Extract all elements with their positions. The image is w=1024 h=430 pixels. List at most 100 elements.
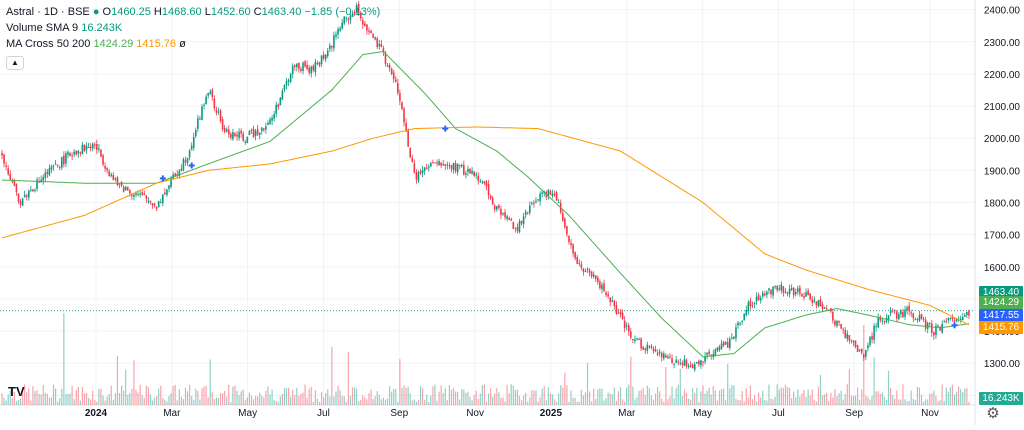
settings-gear-icon[interactable]: ⚙: [986, 405, 1000, 422]
volume-bar: [786, 386, 789, 405]
legend-volume-row[interactable]: Volume SMA 9 16.243K: [6, 20, 380, 36]
volume-bar: [692, 388, 694, 405]
volume-bar: [271, 389, 273, 405]
candle-body: [112, 175, 115, 180]
candle-body: [89, 146, 92, 149]
volume-bar: [677, 384, 679, 405]
volume-bar: [242, 389, 244, 405]
legend-close-label: C: [253, 6, 262, 18]
volume-bar: [197, 391, 199, 405]
volume-bar: [442, 392, 444, 405]
volume-bar: [630, 356, 632, 405]
x-tick-label: Mar: [618, 408, 636, 419]
candle-body: [557, 202, 560, 204]
candle-body: [34, 189, 36, 191]
candle-body: [192, 136, 195, 148]
volume-bar: [298, 395, 300, 405]
volume-bar: [727, 364, 729, 405]
legend-ma-row[interactable]: MA Cross 50 200 1424.29 1415.76 ø: [6, 36, 380, 52]
candle-body: [689, 365, 692, 367]
candle-body: [347, 19, 350, 21]
volume-bar: [217, 398, 220, 405]
volume-bar: [236, 390, 238, 405]
volume-bar: [254, 396, 257, 405]
volume-bar: [533, 390, 535, 405]
candle-body: [28, 190, 30, 198]
candle-body: [720, 343, 723, 349]
candle-body: [741, 320, 743, 322]
volume-bar: [401, 387, 403, 405]
candle-body: [753, 302, 756, 305]
volume-bar: [661, 398, 663, 405]
candle-body: [269, 119, 271, 125]
volume-bar: [747, 397, 749, 405]
volume-bar: [487, 393, 490, 405]
volume-bar: [42, 384, 44, 405]
candle-body: [312, 65, 315, 71]
candle-body: [382, 48, 385, 53]
volume-bar: [910, 390, 912, 405]
candle-body: [844, 330, 847, 338]
candle-body: [197, 118, 199, 129]
volume-bar: [741, 391, 743, 405]
volume-bar: [133, 360, 135, 405]
candle-body: [594, 275, 597, 280]
volume-bar: [887, 370, 890, 405]
candle-body: [584, 271, 587, 273]
volume-bar: [24, 384, 26, 405]
candle-body: [615, 304, 618, 314]
volume-bar: [609, 393, 611, 405]
candle-body: [425, 167, 428, 169]
volume-bar: [603, 400, 605, 405]
candle-body: [636, 337, 638, 340]
volume-bar: [844, 393, 846, 405]
candle-body: [900, 310, 902, 315]
volume-bar: [737, 400, 739, 405]
candle-body: [531, 203, 533, 205]
candle-body: [388, 64, 391, 69]
candle-body: [891, 311, 894, 313]
volume-bar: [424, 399, 426, 405]
volume-bar: [411, 400, 413, 405]
volume-bar: [46, 393, 48, 405]
volume-bar: [722, 388, 725, 405]
candle-body: [902, 312, 904, 318]
candle-body: [458, 165, 461, 167]
volume-bar: [176, 400, 178, 405]
volume-bar: [450, 389, 453, 405]
candle-body: [79, 152, 82, 154]
candle-body: [83, 144, 86, 151]
tradingview-logo[interactable]: TV: [8, 384, 25, 399]
volume-bar: [720, 389, 723, 405]
candle-body: [285, 80, 288, 86]
volume-bar: [586, 362, 589, 405]
volume-bar: [395, 388, 397, 405]
candle-body: [669, 356, 671, 358]
volume-bar: [698, 401, 700, 405]
candle-body: [862, 354, 865, 358]
candle-body: [436, 162, 438, 164]
candle-body: [225, 129, 228, 132]
legend-symbol[interactable]: Astral · 1D · BSE: [6, 6, 90, 18]
candle-body: [770, 289, 772, 295]
volume-bar: [879, 394, 881, 405]
candle-body: [510, 219, 513, 221]
collapse-legend-button[interactable]: ▲: [6, 56, 24, 70]
volume-bar: [830, 392, 832, 405]
candle-body: [168, 185, 170, 190]
candle-body: [296, 63, 298, 68]
volume-bar: [153, 397, 156, 405]
volume-bar: [951, 384, 954, 405]
volume-bar: [168, 395, 170, 405]
volume-bar: [90, 399, 92, 405]
volume-bar: [345, 401, 347, 405]
candle-body: [508, 217, 510, 220]
volume-bar: [929, 393, 931, 405]
volume-bar: [529, 397, 531, 405]
candle-body: [69, 152, 71, 157]
candle-body: [856, 345, 859, 352]
candle-body: [465, 173, 467, 175]
candle-body: [98, 148, 100, 150]
